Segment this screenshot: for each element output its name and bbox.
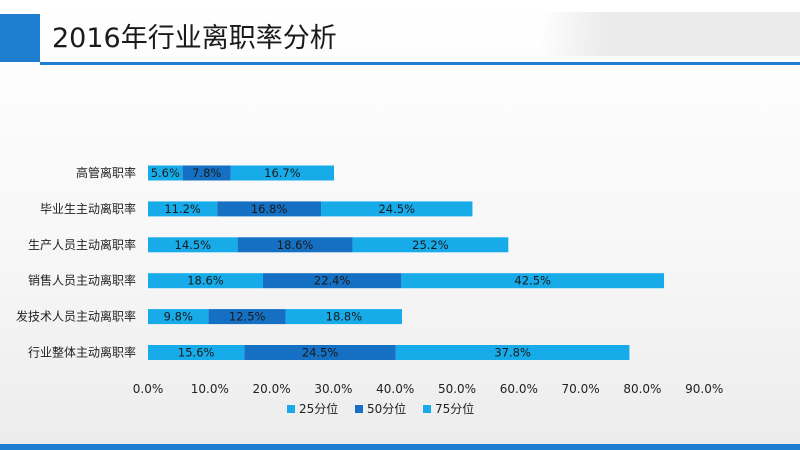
x-tick-labels-group: 0.0% 10.0% 20.0% 30.0% 40.0% 50.0% 60.0% 70.0% 8… xyxy=(133,382,724,396)
x-tick-label: 80.0% xyxy=(623,382,661,396)
bar-data-label: 25.2% xyxy=(412,238,449,252)
legend-label: 50分位 xyxy=(367,401,406,416)
legend-swatch xyxy=(355,405,363,413)
x-tick-label: 50.0% xyxy=(438,382,476,396)
title-fade-decoration xyxy=(540,12,800,56)
bar-segment-p75 xyxy=(401,273,665,289)
bar-data-label: 42.5% xyxy=(514,274,551,288)
bar-segment-p25 xyxy=(148,273,263,289)
bar-data-label: 18.8% xyxy=(326,310,363,324)
category-label: 毕业生主动离职率 xyxy=(40,201,136,216)
bar-data-label: 16.7% xyxy=(264,166,301,180)
bar-segment-p50 xyxy=(237,237,353,253)
x-tick-label: 10.0% xyxy=(191,382,229,396)
category-label: 行业整体主动离职率 xyxy=(28,345,136,360)
bar-data-label: 22.4% xyxy=(314,274,351,288)
bar-labels-group: 5.6% 7.8% 16.7% 11.2% 16.8% 24.5% 14.5% 18.6% 25… xyxy=(151,166,551,360)
bar-data-label: 37.8% xyxy=(494,346,531,360)
bar-segment-p25 xyxy=(148,345,245,360)
bar-segment-p50 xyxy=(244,345,396,360)
bar-data-label: 9.8% xyxy=(164,310,193,324)
bar-segment-p25 xyxy=(148,165,183,181)
bar-data-label: 16.8% xyxy=(251,202,288,216)
bar-data-label: 18.6% xyxy=(277,238,314,252)
bar-data-label: 12.5% xyxy=(229,310,266,324)
x-tick-label: 70.0% xyxy=(562,382,600,396)
x-tick-label: 0.0% xyxy=(133,382,164,396)
bar-data-label: 11.2% xyxy=(164,202,201,216)
bar-segment-p50 xyxy=(217,201,322,217)
bar-segment-p75 xyxy=(321,201,473,217)
bar-segment-p25 xyxy=(148,309,209,325)
x-tick-label: 40.0% xyxy=(376,382,414,396)
bar-data-label: 5.6% xyxy=(151,166,180,180)
bar-data-label: 18.6% xyxy=(187,274,224,288)
category-label: 发技术人员主动离职率 xyxy=(16,309,136,324)
bar-data-label: 15.6% xyxy=(178,346,215,360)
legend-swatch xyxy=(423,405,431,413)
bar-segment-p75 xyxy=(352,237,509,253)
bottom-accent-bar xyxy=(0,444,800,450)
bar-segment-p50 xyxy=(262,273,402,289)
bar-segment-p50 xyxy=(182,165,231,181)
bar-segment-p25 xyxy=(148,201,218,217)
bar-segment-p50 xyxy=(208,309,286,325)
category-labels-group: 高管离职率毕业生主动离职率生产人员主动离职率销售人员主动离职率发技术人员主动离职… xyxy=(16,165,136,360)
bar-segment-p75 xyxy=(285,309,402,325)
legend-label: 75分位 xyxy=(435,401,474,416)
legend-swatch xyxy=(287,405,295,413)
bar-data-label: 24.5% xyxy=(302,346,339,360)
x-tick-label: 20.0% xyxy=(253,382,291,396)
bar-segment-p75 xyxy=(230,165,335,181)
x-tick-label: 60.0% xyxy=(500,382,538,396)
bar-data-label: 14.5% xyxy=(175,238,212,252)
page-title: 2016年行业离职率分析 xyxy=(52,23,337,54)
category-label: 生产人员主动离职率 xyxy=(28,237,136,252)
bar-data-label: 7.8% xyxy=(192,166,221,180)
x-tick-label: 90.0% xyxy=(685,382,723,396)
category-label: 销售人员主动离职率 xyxy=(28,273,136,288)
bar-data-label: 24.5% xyxy=(378,202,415,216)
category-label: 高管离职率 xyxy=(76,165,136,180)
title-underline xyxy=(40,62,800,65)
bars-group xyxy=(148,165,665,360)
legend-label: 25分位 xyxy=(299,401,338,416)
x-tick-label: 30.0% xyxy=(314,382,352,396)
legend: 25分位 50分位 75分位 xyxy=(287,401,474,416)
title-accent-block xyxy=(0,14,40,62)
bar-segment-p75 xyxy=(395,345,630,360)
bar-segment-p25 xyxy=(148,237,238,253)
